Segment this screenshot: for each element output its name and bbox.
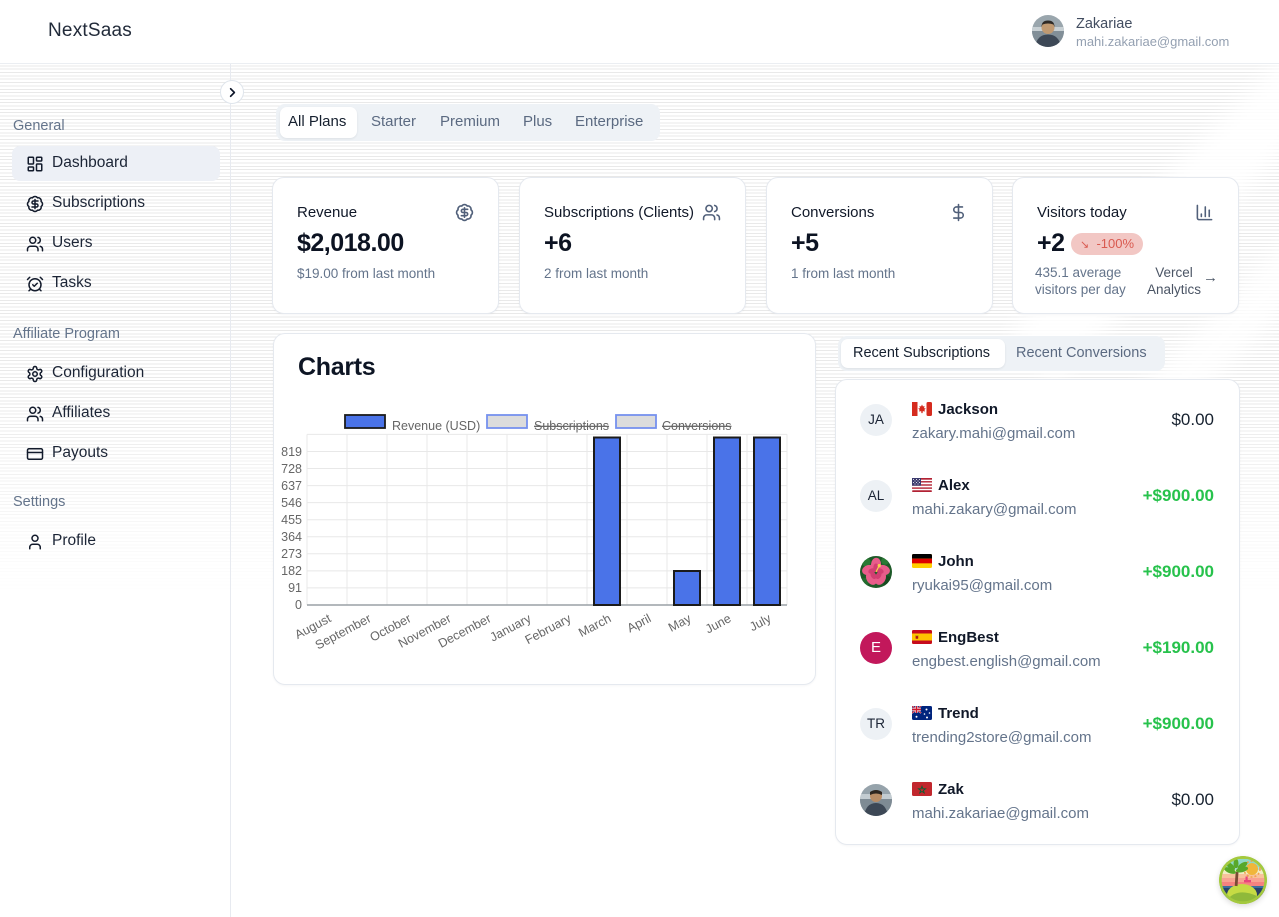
svg-text:455: 455 [281,513,302,527]
svg-text:Subscriptions: Subscriptions [534,419,609,433]
svg-text:June: June [703,611,734,636]
svg-text:273: 273 [281,547,302,561]
svg-text:May: May [666,611,694,635]
svg-text:364: 364 [281,530,302,544]
svg-text:February: February [523,611,574,647]
svg-text:Conversions: Conversions [662,419,731,433]
svg-text:March: March [576,611,613,640]
svg-text:0: 0 [295,598,302,612]
svg-text:Revenue (USD): Revenue (USD) [392,419,480,433]
svg-text:182: 182 [281,564,302,578]
svg-text:819: 819 [281,445,302,459]
svg-text:91: 91 [288,581,302,595]
svg-text:April: April [625,611,654,635]
svg-text:546: 546 [281,496,302,510]
svg-text:July: July [747,611,774,634]
svg-text:728: 728 [281,462,302,476]
svg-text:637: 637 [281,479,302,493]
